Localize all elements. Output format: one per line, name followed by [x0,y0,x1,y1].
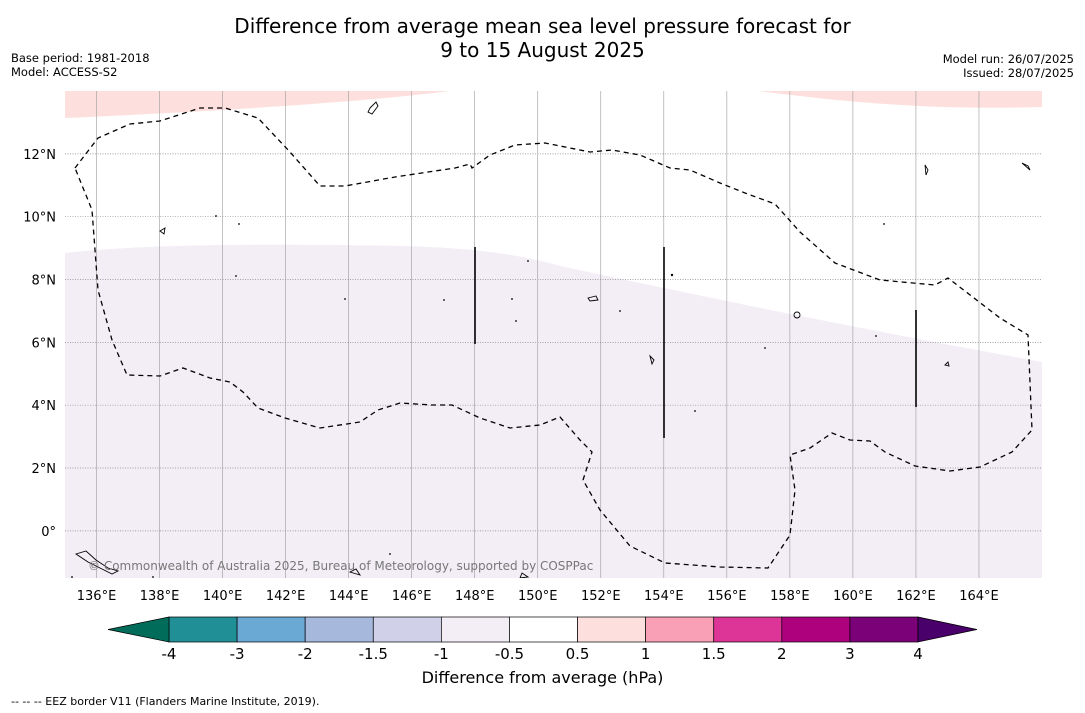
longitude-tick-label: 164°E [959,589,999,604]
positive-region-west [65,91,450,118]
colorbar-segment [577,616,646,643]
meta-left: Base period: 1981-2018 Model: ACCESS-S2 [11,51,150,79]
base-period: Base period: 1981-2018 [11,51,150,65]
model-name: Model: ACCESS-S2 [11,65,118,79]
longitude-tick-label: 156°E [707,589,747,604]
latitude-tick-label: 0° [41,525,56,540]
latitude-tick-label: 2°N [32,462,57,477]
latitude-tick-label: 12°N [23,148,56,163]
longitude-tick-label: 144°E [329,589,369,604]
title-line-2: 9 to 15 August 2025 [440,38,645,62]
colorbar-tick-label: 2 [777,645,787,663]
colorbar-ticks: -4 -3 -2 -1.5 -1 -0.5 0.5 1 1.5 2 3 4 [162,645,923,663]
positive-region-east [758,91,1042,108]
longitude-tick-label: 146°E [392,589,432,604]
colorbar-tick-label: -0.5 [495,645,524,663]
boundary-lines [474,247,917,438]
colorbar-segment [781,616,851,643]
eez-footnote: -- -- -- EEZ border V11 (Flanders Marine… [11,695,320,708]
colorbar-segment [509,616,578,643]
longitude-tick-label: 152°E [581,589,621,604]
colorbar-tick-label: -1.5 [359,645,388,663]
title-line-1: Difference from average mean sea level p… [234,14,851,38]
colorbar-tick-label: -3 [230,645,245,663]
map-title: Difference from average mean sea level p… [0,14,1085,62]
colorbar-tick-label: 1 [641,645,651,663]
colorbar-tick-label: 4 [913,645,923,663]
meta-right: Model run: 26/07/2025 Issued: 28/07/2025 [943,52,1074,80]
latitude-tick-label: 10°N [23,211,56,226]
colorbar-segment [372,616,442,643]
longitude-tick-label: 158°E [770,589,810,604]
colorbar-label: Difference from average (hPa) [421,668,664,687]
longitude-tick-label: 148°E [455,589,495,604]
colorbar-segment [849,616,919,643]
longitude-tick-label: 138°E [140,589,180,604]
latitude-tick-label: 4°N [32,399,57,414]
colorbar-tick-label: 1.5 [702,645,726,663]
colorbar-over-arrow [917,616,978,643]
colorbar-tick-label: -2 [298,645,313,663]
colorbar-segment [645,616,715,643]
latitude-tick-label: 6°N [32,336,57,351]
longitude-tick-label: 162°E [896,589,936,604]
latitude-labels: 12°N 10°N 8°N 6°N 4°N 2°N 0° [23,148,56,540]
colorbar [107,616,978,643]
colorbar-tick-label: 0.5 [566,645,590,663]
colorbar-tick-label: -1 [434,645,449,663]
colorbar-segment [236,616,306,643]
eez-border [74,107,1033,569]
longitude-tick-label: 142°E [266,589,306,604]
longitude-tick-label: 136°E [77,589,117,604]
island-dots [71,215,885,578]
colorbar-tick-label: -4 [162,645,177,663]
colorbar-segment [713,616,783,643]
longitude-labels: 136°E 138°E 140°E 142°E 144°E 146°E 148°E 150°E… [77,589,999,604]
colorbar-segment [304,616,374,643]
colorbar-under-arrow [107,616,170,643]
copyright-text: © Commonwealth of Australia 2025, Bureau… [88,559,593,573]
colorbar-tick-label: 3 [845,645,855,663]
longitude-tick-label: 150°E [518,589,558,604]
longitude-tick-label: 140°E [203,589,243,604]
colorbar-segment [168,616,238,643]
model-run: Model run: 26/07/2025 [942,52,1074,66]
longitude-tick-label: 160°E [833,589,873,604]
gridlines [65,91,1042,578]
colorbar-segment [441,616,510,643]
issued-date: Issued: 28/07/2025 [963,66,1074,80]
negative-region [65,244,1042,578]
longitude-tick-label: 154°E [644,589,684,604]
island-outlines [74,101,1031,578]
latitude-tick-label: 8°N [32,274,57,289]
